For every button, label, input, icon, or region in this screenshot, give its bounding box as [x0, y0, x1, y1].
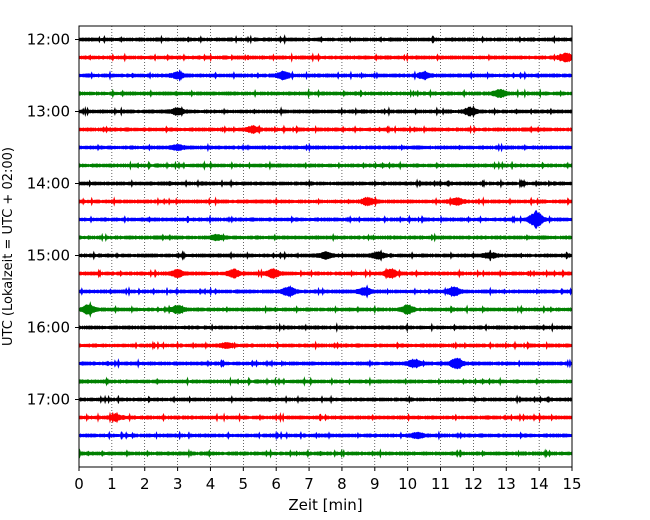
- y-axis-label: UTC (Lokalzeit = UTC + 02:00): [1, 147, 16, 346]
- trace-1330: [78, 142, 573, 153]
- y-tick-label: 12:00: [27, 31, 70, 49]
- trace-1300: [78, 105, 573, 118]
- trace-1400: [78, 178, 573, 189]
- plot-frame: [78, 25, 573, 468]
- trace-1530: [78, 284, 573, 299]
- trace-1415: [78, 195, 573, 208]
- y-tick-label: 13:00: [27, 103, 70, 121]
- y-tick-label: 15:00: [27, 247, 70, 265]
- trace-1315: [78, 124, 573, 135]
- x-tick-label: 0: [74, 475, 84, 493]
- x-tick-label: 2: [140, 475, 150, 493]
- y-axis-ticks: 12:00 13:00 14:00 15:00 16:00 17:00: [27, 31, 79, 409]
- y-tick-label: 14:00: [27, 175, 70, 193]
- trace-1215: [78, 52, 573, 63]
- y-tick-label: 16:00: [27, 319, 70, 337]
- x-tick-label: 8: [337, 475, 347, 493]
- trace-1600: [78, 322, 573, 333]
- trace-1730: [78, 430, 573, 441]
- trace-1700: [78, 394, 573, 405]
- trace-1245: [78, 87, 573, 100]
- x-tick-label: 3: [173, 475, 183, 493]
- trace-1200: [78, 34, 573, 45]
- trace-1645: [78, 376, 573, 387]
- trace-1745: [78, 448, 573, 459]
- trace-1515: [78, 267, 573, 280]
- trace-1500: [78, 249, 573, 262]
- trace-1430: [78, 209, 573, 230]
- trace-1230: [78, 69, 573, 82]
- x-tick-label: 7: [304, 475, 314, 493]
- seismic-traces: [78, 34, 573, 459]
- x-tick-label: 9: [370, 475, 380, 493]
- trace-1445: [78, 232, 573, 243]
- x-tick-label: 11: [431, 475, 450, 493]
- trace-1345: [78, 160, 573, 171]
- trace-1630: [78, 357, 573, 370]
- trace-1715: [78, 411, 573, 424]
- x-tick-label: 13: [497, 475, 516, 493]
- x-tick-label: 10: [398, 475, 417, 493]
- trace-1545: [78, 301, 573, 318]
- x-tick-label: 6: [271, 475, 281, 493]
- x-axis-ticks: 0 1 2 3 4 5 6 7 8 9 10 11 12 13 14 15: [74, 467, 582, 493]
- x-tick-label: 15: [562, 475, 581, 493]
- x-tick-label: 12: [464, 475, 483, 493]
- y-tick-label: 17:00: [27, 391, 70, 409]
- x-axis-label: Zeit [min]: [288, 496, 362, 514]
- x-tick-label: 4: [206, 475, 216, 493]
- x-tick-label: 14: [530, 475, 549, 493]
- trace-1615: [78, 340, 573, 351]
- x-tick-label: 1: [107, 475, 117, 493]
- x-tick-label: 5: [239, 475, 249, 493]
